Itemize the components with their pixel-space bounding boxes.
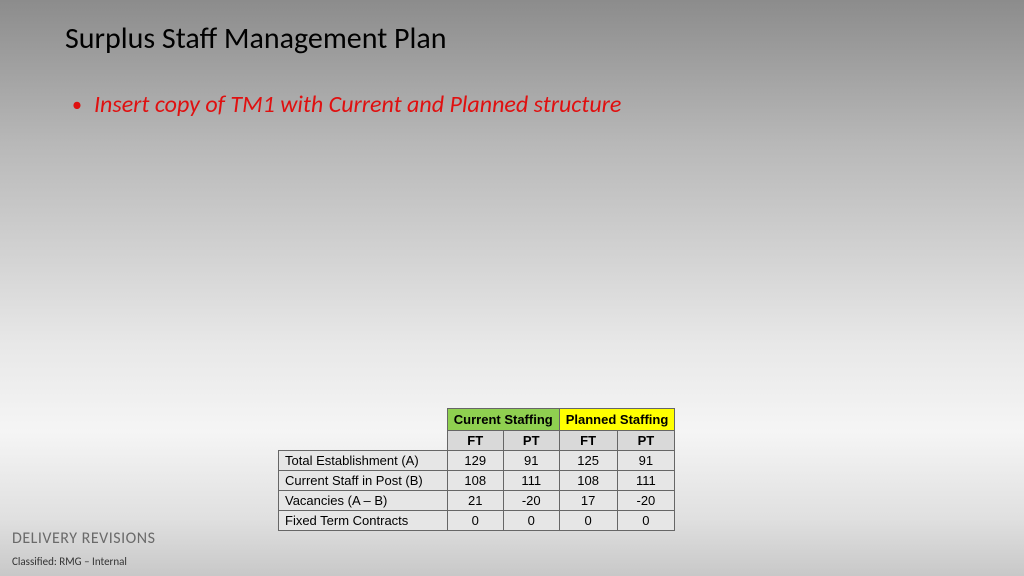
cell: 91 (503, 451, 559, 471)
cell: -20 (503, 491, 559, 511)
row-label: Vacancies (A – B) (279, 491, 448, 511)
cell: 0 (617, 511, 675, 531)
bullet-item: • Insert copy of TM1 with Current and Pl… (72, 90, 621, 119)
row-label: Total Establishment (A) (279, 451, 448, 471)
footer-label: DELIVERY REVISIONS (12, 529, 155, 548)
cell: 91 (617, 451, 675, 471)
subheader-pt-planned: PT (617, 431, 675, 451)
table-body: Total Establishment (A) 129 91 125 91 Cu… (279, 451, 675, 531)
cell: 111 (617, 471, 675, 491)
row-label: Current Staff in Post (B) (279, 471, 448, 491)
bullet-text: Insert copy of TM1 with Current and Plan… (94, 90, 621, 119)
table-row: Total Establishment (A) 129 91 125 91 (279, 451, 675, 471)
group-header-planned: Planned Staffing (559, 409, 675, 431)
table-row: Fixed Term Contracts 0 0 0 0 (279, 511, 675, 531)
cell: 21 (447, 491, 503, 511)
staffing-table-container: Current Staffing Planned Staffing FT PT … (278, 408, 675, 531)
corner-cell (279, 431, 448, 451)
cell: 108 (559, 471, 617, 491)
bullet-dot: • (72, 93, 82, 117)
cell: 17 (559, 491, 617, 511)
cell: 0 (447, 511, 503, 531)
cell: 108 (447, 471, 503, 491)
classification-label: Classified: RMG – Internal (12, 555, 127, 568)
cell: 111 (503, 471, 559, 491)
subheader-pt-current: PT (503, 431, 559, 451)
table-row: Current Staff in Post (B) 108 111 108 11… (279, 471, 675, 491)
page-title: Surplus Staff Management Plan (65, 20, 447, 57)
cell: 0 (559, 511, 617, 531)
cell: 0 (503, 511, 559, 531)
subheader-ft-current: FT (447, 431, 503, 451)
group-header-current: Current Staffing (447, 409, 559, 431)
table-row: Vacancies (A – B) 21 -20 17 -20 (279, 491, 675, 511)
cell: 129 (447, 451, 503, 471)
cell: 125 (559, 451, 617, 471)
cell: -20 (617, 491, 675, 511)
staffing-table: Current Staffing Planned Staffing FT PT … (278, 408, 675, 531)
corner-cell (279, 409, 448, 431)
row-label: Fixed Term Contracts (279, 511, 448, 531)
subheader-ft-planned: FT (559, 431, 617, 451)
